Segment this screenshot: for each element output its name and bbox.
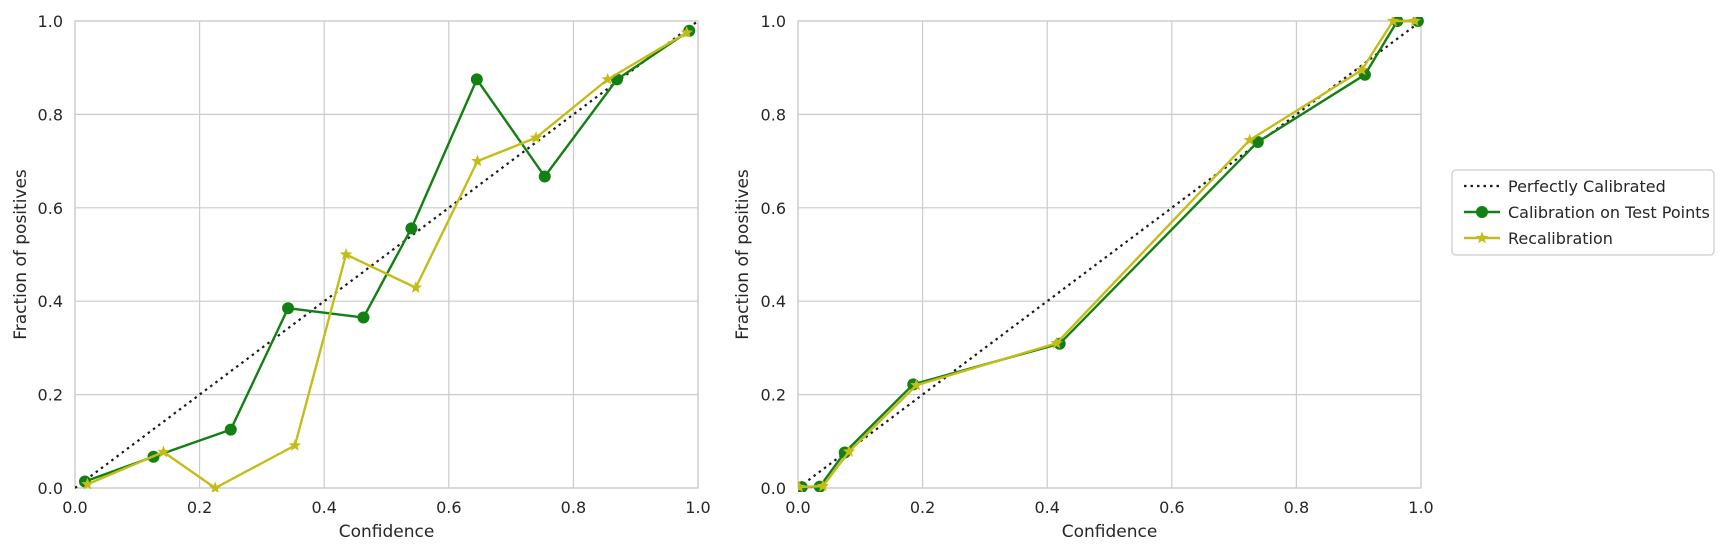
data-point — [538, 170, 551, 183]
y-tick-label: 0.0 — [38, 479, 63, 498]
legend-entry: Calibration on Test Points — [1464, 203, 1710, 222]
x-tick-label: 0.8 — [561, 498, 586, 517]
data-point — [1386, 17, 1400, 27]
legend: Perfectly Calibrated Calibration on Test … — [1451, 169, 1715, 256]
legend-box — [1451, 169, 1715, 256]
data-point — [81, 477, 94, 490]
data-point — [601, 72, 614, 85]
x-axis-label: Confidence — [339, 522, 435, 542]
data-point — [1408, 17, 1421, 27]
data-point — [357, 311, 370, 324]
y-tick-label: 0.8 — [38, 105, 63, 124]
y-tick-label: 0.6 — [38, 199, 63, 218]
x-tick-label: 0.4 — [1034, 498, 1059, 517]
series-layer — [798, 17, 1424, 492]
left-calibration-plot: 0.0 0.2 0.4 0.6 0.8 1.0 0.0 0.2 0.4 0.6 0.8 1.0 Conf… — [11, 12, 711, 542]
gridlines — [74, 20, 699, 489]
data-point — [1243, 133, 1256, 146]
series-calibration-on-test-points — [798, 17, 1424, 492]
data-point — [224, 423, 237, 436]
x-tick-label: 0.2 — [187, 498, 212, 517]
data-point — [471, 154, 484, 167]
legend-entry: Perfectly Calibrated — [1464, 177, 1666, 196]
series-calibration-on-test-points — [78, 24, 696, 488]
y-tick-label: 0.4 — [38, 292, 63, 311]
data-point — [816, 479, 830, 492]
series-layer — [75, 20, 699, 492]
data-point — [910, 378, 923, 391]
data-point — [409, 281, 422, 293]
y-axis-label: Fraction of positives — [733, 169, 753, 340]
legend-label: Recalibration — [1508, 229, 1613, 248]
data-point — [157, 445, 170, 458]
data-point — [1355, 63, 1368, 76]
data-point — [339, 248, 353, 260]
x-tick-label: 0.6 — [436, 498, 461, 517]
series-perfectly-calibrated — [75, 20, 699, 489]
y-tick-label: 0.8 — [761, 105, 786, 124]
x-tick-label: 0.0 — [785, 498, 810, 517]
data-point — [798, 480, 806, 492]
y-tick-label: 0.2 — [38, 386, 63, 405]
x-tick-label: 0.8 — [1284, 498, 1309, 517]
y-tick-label: 0.6 — [761, 199, 786, 218]
x-axis-label: Confidence — [1062, 522, 1158, 542]
data-point — [1050, 336, 1063, 349]
y-tick-label: 0.4 — [761, 292, 786, 311]
plot-frame — [74, 20, 699, 489]
x-tick-label: 1.0 — [685, 498, 710, 517]
x-tick-label: 0.6 — [1159, 498, 1184, 517]
plot-frame — [797, 20, 1422, 489]
data-point — [288, 439, 302, 451]
series-line — [75, 20, 699, 489]
data-point — [405, 222, 418, 235]
y-tick-label: 0.0 — [761, 479, 786, 498]
series-recalibration — [81, 26, 693, 492]
x-tick-label: 0.2 — [910, 498, 935, 517]
x-tick-label: 0.0 — [62, 498, 87, 517]
x-tick-label: 0.4 — [311, 498, 336, 517]
data-point — [842, 445, 856, 457]
legend-label: Calibration on Test Points — [1508, 203, 1710, 222]
y-tick-label: 0.2 — [761, 386, 786, 405]
data-point — [529, 131, 543, 144]
legend-entry: Recalibration — [1464, 229, 1613, 248]
series-line — [86, 31, 688, 490]
legend-marker — [1475, 231, 1489, 244]
legend-label: Perfectly Calibrated — [1508, 177, 1666, 196]
y-axis-label: Fraction of positives — [11, 169, 31, 340]
data-point — [470, 73, 483, 86]
legend-marker — [1476, 206, 1488, 218]
right-calibration-plot: 0.0 0.2 0.4 0.6 0.8 1.0 0.0 0.2 0.4 0.6 0.8 1.0 Conf… — [733, 12, 1434, 542]
series-recalibration — [798, 17, 1421, 492]
y-tick-label: 1.0 — [38, 12, 63, 31]
y-tick-label: 1.0 — [761, 12, 786, 31]
data-point — [680, 26, 693, 38]
data-point — [208, 481, 222, 492]
x-tick-label: 1.0 — [1408, 498, 1433, 517]
data-point — [282, 302, 295, 315]
